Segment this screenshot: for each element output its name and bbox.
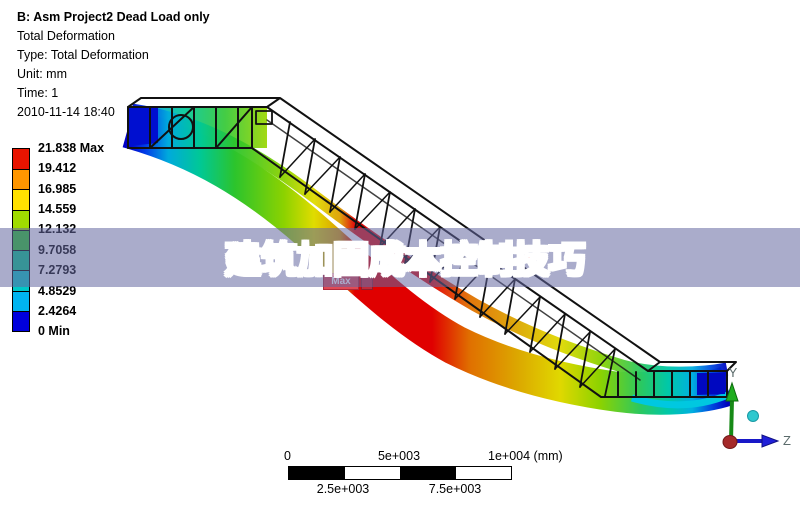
scale-bar-ruler: [288, 466, 512, 480]
undeformed-wireframe: [127, 97, 737, 398]
legend-value-max: 21.838 Max: [38, 141, 105, 155]
legend-value: 19.412: [38, 161, 77, 175]
z-axis-arrow: [731, 434, 780, 448]
legend-value-min: 0 Min: [38, 324, 70, 338]
legend-band: [13, 209, 29, 230]
result-info-block: B: Asm Project2 Dead Load only Total Def…: [17, 8, 210, 122]
platform-circle-cutout: [168, 114, 194, 140]
legend-band: [13, 189, 29, 210]
right-support-block: [697, 373, 725, 395]
legend-value: 2.4264: [38, 304, 77, 318]
coordinate-triad: Y Z: [722, 365, 791, 449]
platform-hatch-detail: [255, 110, 273, 125]
z-axis-label: Z: [783, 433, 791, 448]
scale-tick-2500: 2.5e+003: [316, 482, 370, 496]
legend-band: [13, 290, 29, 311]
scale-segment: [400, 467, 456, 479]
result-name: Total Deformation: [17, 29, 115, 43]
iso-ball: [747, 410, 759, 422]
legend-band: [13, 149, 29, 170]
legend-band: [13, 169, 29, 190]
result-unit: Unit: mm: [17, 67, 67, 81]
x-axis-origin-dot: [722, 435, 738, 449]
legend-value: 4.8529: [38, 284, 77, 298]
result-time: Time: 1: [17, 86, 59, 100]
watermark-band: [0, 228, 800, 287]
scale-tick-7500: 7.5e+003: [428, 482, 482, 496]
scale-segment: [344, 467, 400, 479]
y-axis-label: Y: [729, 365, 738, 380]
analysis-title: B: Asm Project2 Dead Load only: [17, 10, 210, 24]
legend-band: [13, 310, 29, 331]
scale-tick-0: 0: [284, 449, 291, 463]
result-timestamp: 2010-11-14 18:40: [17, 105, 115, 119]
legend-value: 14.559: [38, 202, 77, 216]
watermark-text: 建筑加固成本控制技巧: [224, 239, 586, 282]
y-axis-arrow: [725, 381, 739, 442]
legend-value: 16.985: [38, 182, 77, 196]
scale-segment: [289, 467, 345, 479]
scale-tick-5000: 5e+003: [377, 449, 421, 463]
right-swoosh: [631, 391, 730, 409]
result-type: Type: Total Deformation: [17, 48, 149, 62]
scale-segment: [455, 467, 511, 479]
scale-tick-10000: 1e+004 (mm): [488, 449, 563, 463]
